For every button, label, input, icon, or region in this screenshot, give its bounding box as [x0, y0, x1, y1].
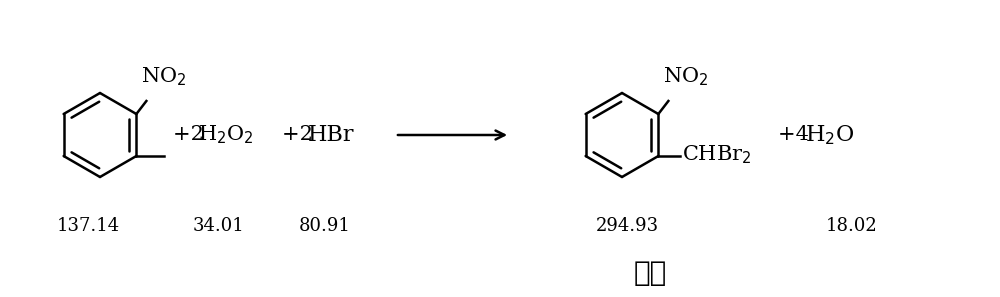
- Text: +2: +2: [282, 126, 320, 145]
- Text: 18.02: 18.02: [826, 217, 878, 235]
- Text: HBr: HBr: [308, 124, 354, 146]
- Text: H$_2$O: H$_2$O: [805, 123, 854, 147]
- Text: NO$_2$: NO$_2$: [663, 65, 709, 88]
- Text: 二渴: 二渴: [633, 259, 667, 287]
- Text: NO$_2$: NO$_2$: [141, 65, 187, 88]
- Text: +2: +2: [173, 126, 210, 145]
- Text: 80.91: 80.91: [299, 217, 351, 235]
- Text: 137.14: 137.14: [56, 217, 120, 235]
- Text: H$_2$O$_2$: H$_2$O$_2$: [198, 124, 254, 146]
- Text: CHBr$_2$: CHBr$_2$: [682, 144, 752, 166]
- Text: 294.93: 294.93: [595, 217, 659, 235]
- Text: +4: +4: [778, 126, 816, 145]
- Text: 34.01: 34.01: [192, 217, 244, 235]
